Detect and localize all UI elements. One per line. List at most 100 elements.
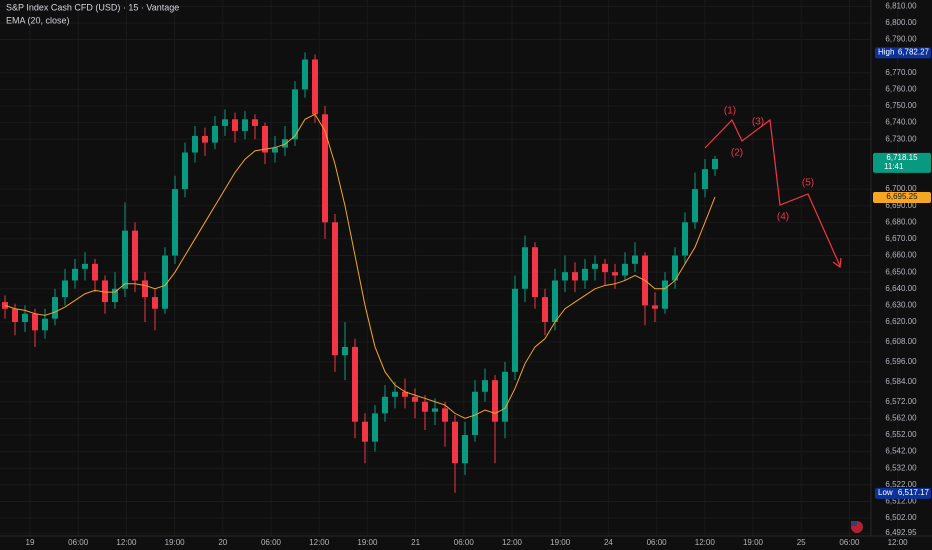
y-tick-label: 6,770.00: [885, 68, 917, 77]
y-tick-label: 6,572.00: [885, 397, 917, 406]
candle-body: [102, 280, 108, 303]
x-tick-label: 24: [604, 538, 613, 547]
x-tick-label: 25: [797, 538, 806, 547]
wave-label: (3): [752, 117, 764, 128]
candle-body: [42, 318, 48, 331]
y-tick-label: 6,532.00: [885, 463, 917, 472]
candle-body: [182, 152, 188, 190]
candle-body: [142, 280, 148, 298]
y-tick-label: 6,670.00: [885, 234, 917, 243]
candle-body: [452, 421, 458, 464]
x-tick-label: 12:00: [502, 538, 523, 547]
x-tick-label: 19:00: [743, 538, 764, 547]
candle-body: [382, 396, 388, 414]
y-tick-label: 6,680.00: [885, 217, 917, 226]
candle-body: [62, 280, 68, 298]
y-tick-label: 6,620.00: [885, 317, 917, 326]
candle-body: [362, 421, 368, 442]
candle-body: [342, 346, 348, 356]
price-axis: 6,810.00 6,800.00 6,790.00 6,770.00 6,760.00…: [26, 1, 931, 547]
candle-body: [52, 297, 58, 319]
marker-value: 6,517.17: [898, 488, 930, 497]
candle-body: [662, 280, 668, 309]
y-tick-label: 6,800.00: [885, 18, 917, 27]
x-tick-label: 12:00: [695, 538, 716, 547]
y-tick-label: 6,596.00: [885, 357, 917, 366]
candle-body: [202, 135, 208, 143]
y-tick-label: 6,700.00: [885, 184, 917, 193]
candle-body: [462, 434, 468, 464]
indicator-name: EMA (20, close): [6, 15, 70, 25]
wave-projection: [704, 118, 841, 267]
last-price-label: 6,718.15: [886, 153, 918, 162]
candle-body: [692, 189, 698, 223]
candle-body: [12, 308, 18, 323]
candle-body: [122, 230, 128, 289]
marker-title: High: [878, 48, 894, 57]
candle-body: [632, 255, 638, 264]
y-tick-label: 6,552.00: [885, 430, 917, 439]
x-tick-label: 06:00: [839, 538, 860, 547]
candle-body: [472, 391, 478, 435]
marker-title: Low: [878, 488, 893, 497]
candle-body: [432, 408, 438, 412]
candle-body: [502, 371, 508, 422]
plot: [2, 52, 718, 493]
candle-body: [302, 59, 308, 90]
wave-label: (2): [731, 148, 743, 159]
x-tick-label: 19:00: [357, 538, 378, 547]
candle-body: [542, 297, 548, 323]
x-tick-label: 06:00: [647, 538, 668, 547]
candle-body: [322, 114, 328, 223]
candle-body: [492, 380, 498, 422]
candle-body: [392, 391, 398, 397]
x-tick-label: 06:00: [68, 538, 89, 547]
candle-body: [72, 268, 78, 281]
x-tick-label: 19: [26, 538, 35, 547]
x-tick-label: 12:00: [309, 538, 330, 547]
candle-body: [412, 396, 418, 402]
candle-body: [332, 222, 338, 356]
y-tick-label: 6,750.00: [885, 101, 917, 110]
chart-title: S&P Index Cash CFD (USD) · 15 · Vantage: [6, 2, 179, 12]
candle-body: [312, 59, 318, 115]
y-tick-label: 6,790.00: [885, 35, 917, 44]
wave-label: (5): [802, 178, 814, 189]
y-tick-label: 6,740.00: [885, 118, 917, 127]
x-tick-label: 12:00: [888, 538, 909, 547]
y-tick-label: 6,810.00: [885, 1, 917, 10]
marker-box: [875, 487, 931, 499]
x-tick-label: 12:00: [116, 538, 137, 547]
marker-box: [875, 47, 931, 59]
y-tick-label: 6,760.00: [885, 85, 917, 94]
candle-body: [252, 119, 258, 126]
y-tick-label: 6,650.00: [885, 267, 917, 276]
y-tick-label: 6,608.00: [885, 337, 917, 346]
candle-body: [82, 263, 88, 269]
x-tick-label: 19:00: [165, 538, 186, 547]
candle-body: [482, 380, 488, 392]
y-tick-label: 6,502.00: [885, 513, 917, 522]
wave-label: (4): [777, 212, 789, 223]
candle-body: [112, 288, 118, 303]
candle-body: [532, 247, 538, 298]
y-tick-label: 6,640.00: [885, 284, 917, 293]
candle-body: [402, 391, 408, 397]
candle-body: [272, 147, 278, 153]
candle-body: [192, 135, 198, 153]
arrow-head: [832, 257, 842, 269]
candle-body: [212, 125, 218, 143]
y-tick-label: 6,690.00: [885, 201, 917, 210]
candle-body: [32, 313, 38, 331]
candle-body: [562, 272, 568, 281]
flag-canton: [851, 521, 857, 526]
wave-label: (1): [724, 106, 736, 117]
candle-body: [602, 263, 608, 273]
candle-body: [652, 305, 658, 309]
candle-body: [672, 255, 678, 281]
y-tick-label: 6,630.00: [885, 301, 917, 310]
countdown-label: 11:41: [884, 162, 904, 171]
candle-body: [242, 119, 248, 131]
